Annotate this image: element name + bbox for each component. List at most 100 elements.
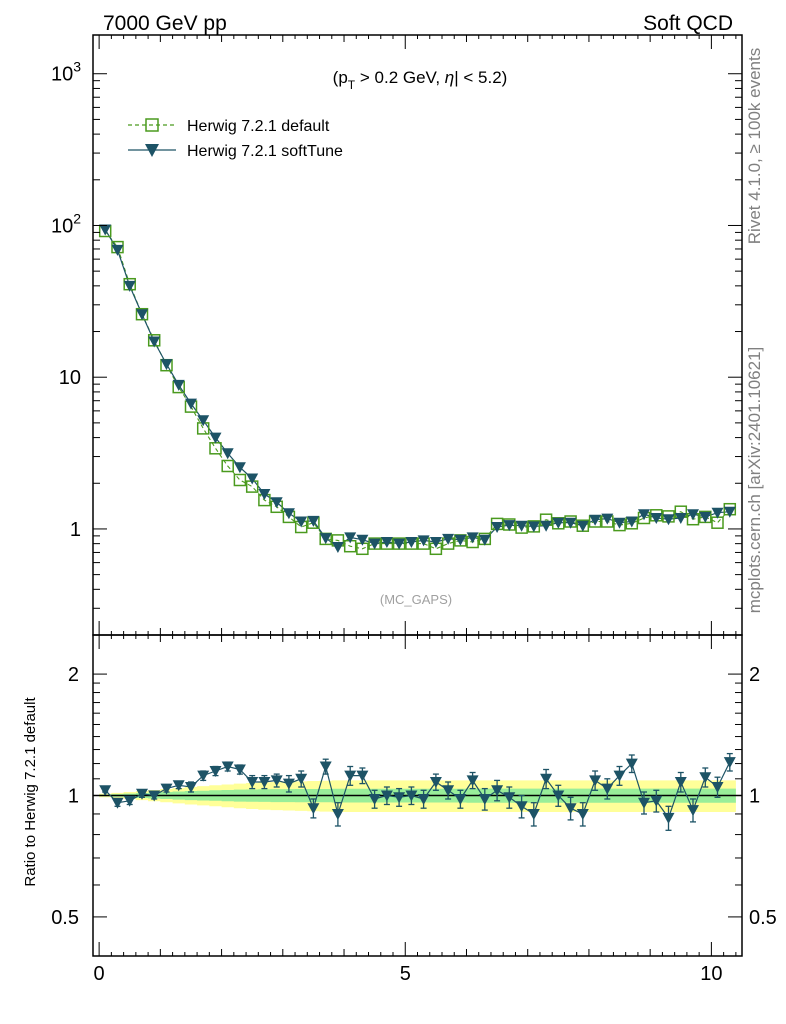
legend: Herwig 7.2.1 default Herwig 7.2.1 softTu… xyxy=(128,118,343,160)
series-softtune-line xyxy=(104,229,730,548)
ratio-ylabel: Ratio to Herwig 7.2.1 default xyxy=(22,697,39,887)
ratio-softtune-point xyxy=(576,809,589,820)
ratio-softtune-point xyxy=(380,790,393,802)
ratio-softtune-point xyxy=(711,782,724,793)
series-softtune-point xyxy=(233,462,246,474)
series-softtune-point xyxy=(380,537,393,548)
series-default-point xyxy=(233,473,247,487)
rivet-label: Rivet 4.1.0, ≥ 100k events xyxy=(745,48,764,244)
series-softtune-point xyxy=(723,506,736,518)
x-tick-label: 5 xyxy=(400,963,411,985)
x-tick-label: 10 xyxy=(700,963,722,985)
ratio-softtune-point xyxy=(111,797,124,809)
ratio-softtune-point xyxy=(307,803,320,815)
series-softtune-point xyxy=(576,520,589,532)
series-softtune-point xyxy=(319,533,332,545)
ratio-softtune-point xyxy=(478,794,491,805)
series-softtune-point xyxy=(674,513,687,524)
legend-default-marker xyxy=(145,118,159,132)
series-softtune-point xyxy=(136,309,148,321)
series-softtune-point xyxy=(503,520,516,532)
ratio-y-tick-label-right: 0.5 xyxy=(749,907,777,929)
series-softtune-point xyxy=(442,533,455,545)
series-softtune-point xyxy=(356,534,369,546)
ratio-softtune-point xyxy=(687,805,699,817)
ratio-softtune-point xyxy=(699,772,712,784)
ratio-softtune-point xyxy=(723,757,736,769)
ratio-softtune-point xyxy=(368,794,381,805)
ratio-softtune-point xyxy=(613,770,626,782)
series-softtune-point xyxy=(650,513,663,524)
y-tick-label: 103 xyxy=(51,59,81,86)
ratio-softtune-point xyxy=(405,790,418,802)
series-softtune-point xyxy=(625,516,638,528)
series-softtune-point xyxy=(417,535,430,547)
ratio-softtune-point xyxy=(123,795,136,807)
ratio-softtune-point xyxy=(503,792,516,804)
series-softtune-point xyxy=(454,534,467,546)
ratio-y-tick-label-left: 0.5 xyxy=(51,907,79,929)
ratio-softtune-point xyxy=(99,785,112,797)
ratio-softtune-line xyxy=(104,761,731,820)
ratio-softtune-point xyxy=(650,795,663,807)
series-softtune-point xyxy=(160,359,173,371)
ratio-softtune-point xyxy=(356,770,369,782)
main-title: (pT > 0.2 GeV, η| < 5.2) xyxy=(333,68,508,92)
ratio-softtune-point xyxy=(429,777,442,788)
ratio-softtune-point xyxy=(209,766,222,777)
series-softtune-point xyxy=(307,515,320,527)
ratio-softtune-point xyxy=(246,777,259,788)
series-softtune-point xyxy=(527,521,540,533)
ratio-softtune-point xyxy=(638,797,650,809)
ratio-softtune-point xyxy=(331,809,344,820)
series-softtune-point xyxy=(699,511,712,523)
ratio-softtune-point xyxy=(172,780,185,792)
ratio-softtune-point xyxy=(270,775,283,787)
ratio-softtune-point xyxy=(540,773,553,785)
ratio-softtune-point xyxy=(662,812,675,824)
ratio-softtune-point xyxy=(185,782,197,793)
ratio-series-markers xyxy=(99,752,736,831)
series-softtune-point xyxy=(344,532,357,544)
header-right: Soft QCD xyxy=(643,12,733,35)
ratio-softtune-point xyxy=(197,770,210,782)
ratio-softtune-point xyxy=(319,761,332,773)
series-softtune-point xyxy=(148,336,161,348)
y-tick-label: 1 xyxy=(70,519,81,541)
series-softtune-point xyxy=(638,509,650,521)
ratio-softtune-point xyxy=(282,778,295,790)
ratio-softtune-point xyxy=(393,792,406,804)
series-default-point xyxy=(711,516,724,529)
series-softtune-point xyxy=(405,537,418,548)
series-softtune-point xyxy=(331,542,344,553)
series-softtune-point xyxy=(123,280,136,292)
series-softtune-point xyxy=(197,415,210,427)
series-softtune-point xyxy=(99,224,112,236)
ratio-y-tick-label-left: 1 xyxy=(68,786,79,808)
series-softtune-point xyxy=(246,473,259,485)
series-softtune-point xyxy=(282,508,295,520)
ratio-softtune-point xyxy=(221,761,234,773)
ratio-softtune-point xyxy=(454,794,467,805)
legend-default-label: Herwig 7.2.1 default xyxy=(187,118,330,135)
legend-softtune-marker xyxy=(145,144,159,157)
axes-frames xyxy=(92,34,743,957)
ratio-softtune-point xyxy=(160,783,173,795)
ratio-softtune-point xyxy=(515,801,528,813)
series-softtune-point xyxy=(172,379,185,391)
ratio-softtune-point xyxy=(527,809,540,820)
legend-softtune-label: Herwig 7.2.1 softTune xyxy=(187,143,343,160)
series-softtune-point xyxy=(601,513,614,525)
series-softtune-point xyxy=(478,534,491,546)
series-softtune-point xyxy=(258,489,271,500)
series-softtune-point xyxy=(687,509,699,521)
series-default-point xyxy=(209,442,222,455)
series-softtune-point xyxy=(466,532,479,544)
ratio-softtune-point xyxy=(442,785,455,797)
mcplots-label: mcplots.cern.ch [arXiv:2401.10621] xyxy=(745,347,764,613)
series-softtune-point xyxy=(491,522,504,533)
x-tick-label: 0 xyxy=(94,963,105,985)
ratio-y-tick-label-right: 2 xyxy=(749,664,760,686)
series-softtune-point xyxy=(589,514,602,526)
ratio-softtune-point xyxy=(233,764,246,776)
